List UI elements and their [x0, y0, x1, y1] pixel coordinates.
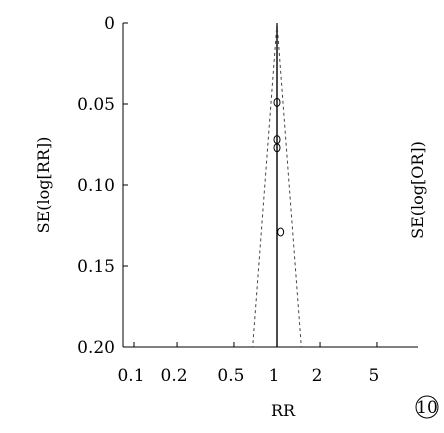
- axes: [122, 22, 418, 348]
- x-tick-label: 0.1: [117, 366, 144, 386]
- panel-label: 10: [416, 398, 438, 418]
- y-axis-label-right: SE(log[OR]): [408, 141, 427, 239]
- y-tick-label: 0: [104, 14, 115, 34]
- y-tick-label: 0.15: [77, 257, 115, 277]
- y-tick-label: 0.05: [77, 95, 115, 115]
- y-tick-label: 0.10: [77, 176, 115, 196]
- data-point: [273, 97, 281, 107]
- data-point: [277, 227, 285, 237]
- funnel-lines: [252, 22, 302, 348]
- panel-label-circle: [415, 395, 439, 419]
- y-tick-label: 0.20: [77, 338, 115, 358]
- labels: 0 0.05 0.10 0.15 0.200.1 0.2 0.5 1 2 5 RR SE(log[RR…: [34, 14, 439, 420]
- x-tick-label: 0.2: [161, 366, 188, 386]
- x-tick-label: 0.5: [217, 366, 244, 386]
- data-point: [273, 143, 281, 153]
- x-tick-label: 2: [312, 366, 323, 386]
- x-tick-label: 5: [369, 366, 380, 386]
- x-axis-label: RR: [271, 401, 296, 420]
- funnel-left-limit: [252, 22, 278, 348]
- x-tick-label: 1: [269, 366, 280, 386]
- data-points: [273, 97, 285, 237]
- funnel-right-limit: [276, 22, 302, 348]
- y-axis-label: SE(log[RR]): [34, 137, 53, 234]
